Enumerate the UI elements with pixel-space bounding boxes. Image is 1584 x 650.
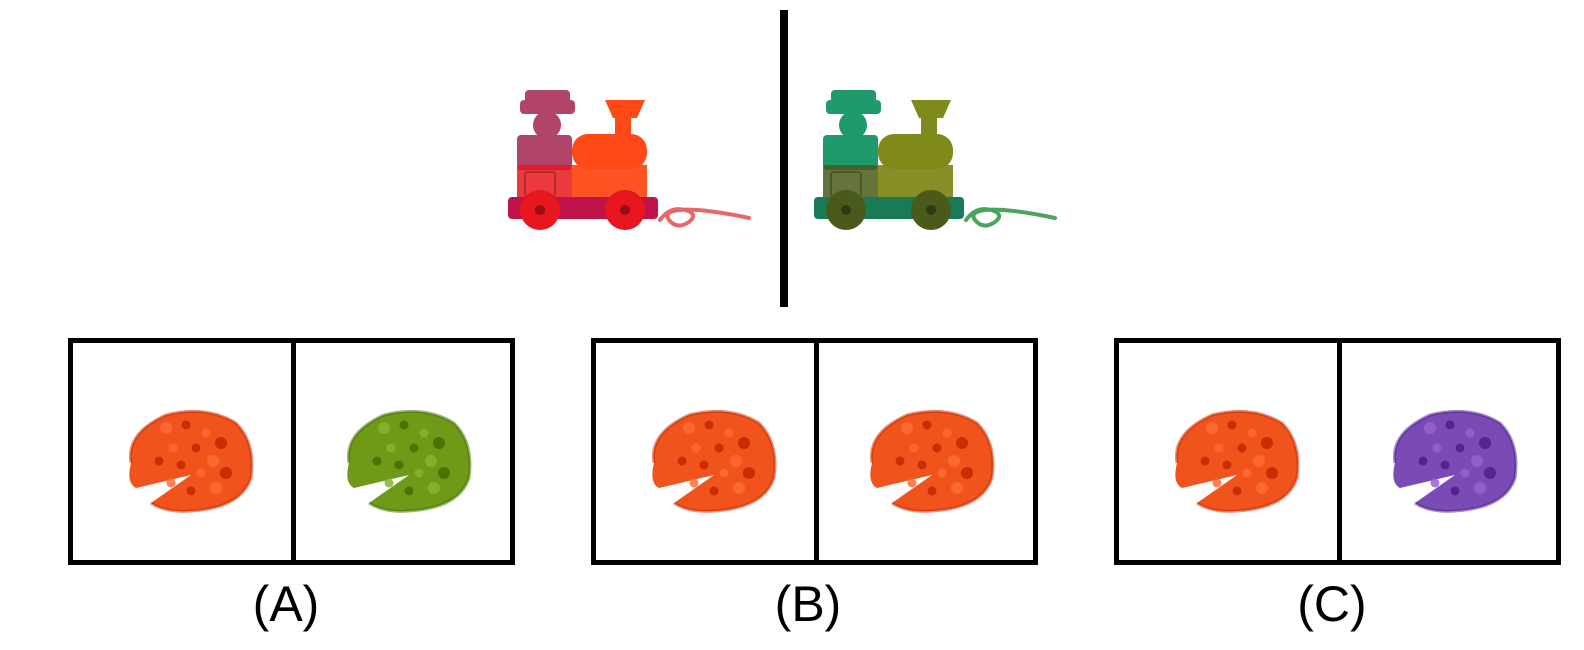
option-b-divider <box>814 343 819 560</box>
option-a-divider <box>291 343 296 560</box>
option-b-label: (B) <box>774 576 842 632</box>
option-c-box[interactable] <box>1114 338 1561 565</box>
option-c-label: (C) <box>1297 576 1367 632</box>
pizza-right-icon <box>1392 409 1518 513</box>
option-a-label: (A) <box>252 576 320 632</box>
toy-train-left <box>508 90 751 230</box>
pizza-right-icon <box>346 409 472 513</box>
toy-train-right <box>814 90 1057 230</box>
example-divider <box>780 10 788 307</box>
option-c-divider <box>1337 343 1342 560</box>
pizza-left-icon <box>1174 409 1300 513</box>
pizza-left-icon <box>128 409 254 513</box>
pizza-right-icon <box>869 409 995 513</box>
pizza-left-icon <box>651 409 777 513</box>
option-b-box[interactable] <box>591 338 1038 565</box>
option-a-box[interactable] <box>68 338 515 565</box>
